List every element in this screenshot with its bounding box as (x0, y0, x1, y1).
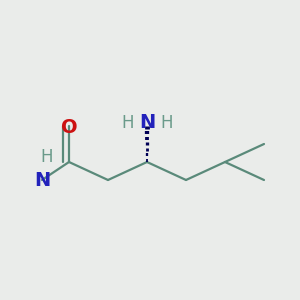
Text: H: H (160, 114, 173, 132)
Text: N: N (139, 113, 155, 133)
Text: N: N (34, 170, 50, 190)
Text: H: H (40, 148, 53, 166)
Text: H: H (121, 114, 134, 132)
Text: O: O (61, 118, 77, 137)
